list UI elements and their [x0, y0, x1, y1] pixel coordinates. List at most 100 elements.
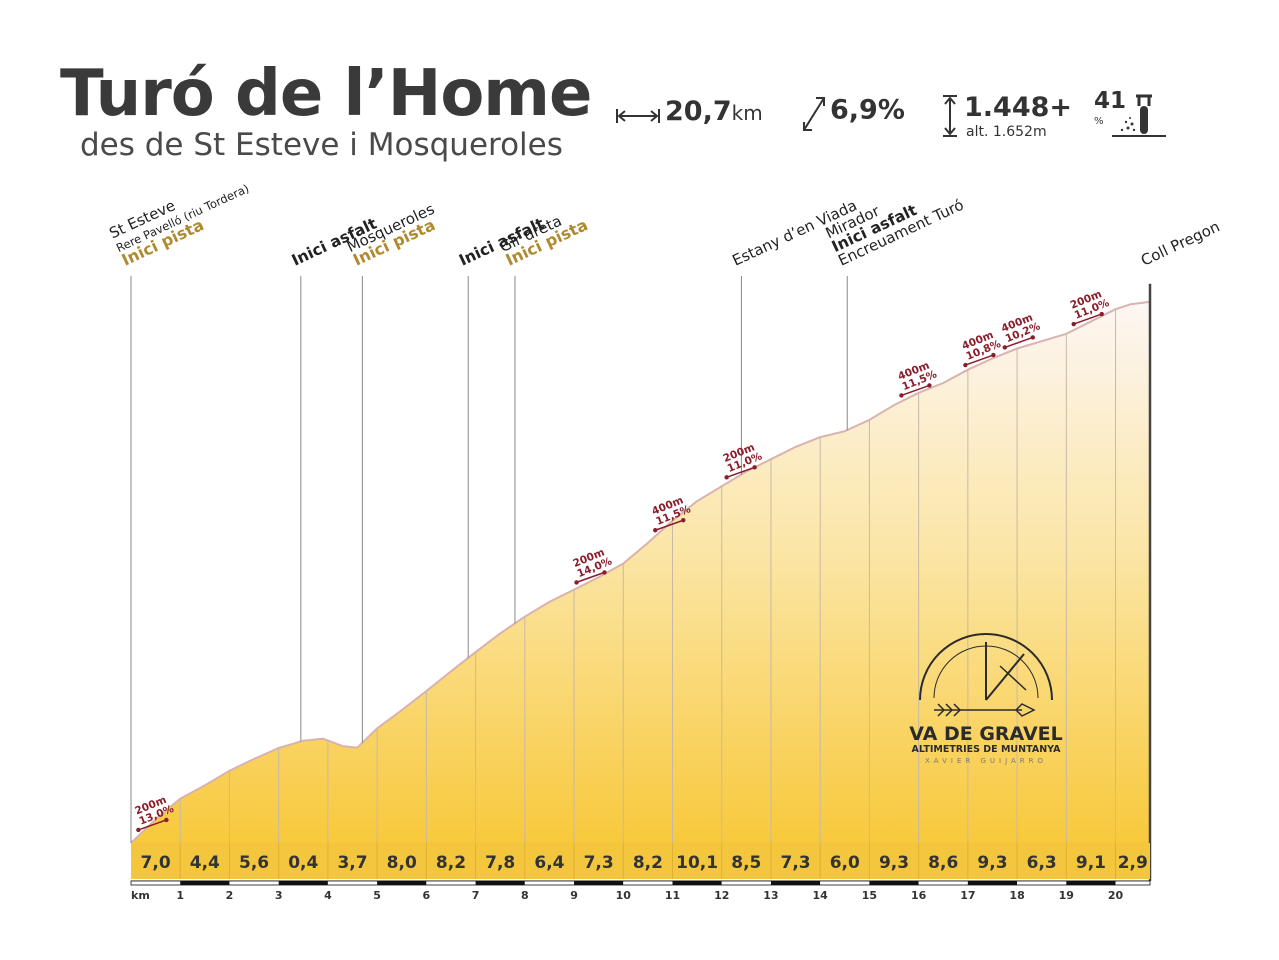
- x-axis-label: km: [131, 889, 150, 902]
- x-tick-label: 13: [763, 889, 778, 902]
- km-ribbon-segment: [524, 881, 575, 885]
- avg-gradient-value: 6,9%: [830, 94, 905, 126]
- distance-value: 20,7: [665, 96, 732, 127]
- distance-stat: 20,7km: [615, 96, 763, 127]
- chart-title: Turó de l’Home: [60, 57, 592, 131]
- x-tick-label: 12: [714, 889, 729, 902]
- segment-gradient-label: 8,2: [633, 853, 663, 873]
- steep-segment-bar: [726, 466, 755, 479]
- steep-segment-dot: [724, 475, 729, 480]
- segment-gradient-label: 7,3: [584, 853, 614, 873]
- km-ribbon-segment: [377, 881, 427, 885]
- steep-segment-dot: [963, 362, 968, 368]
- segment-gradient-label: 9,3: [879, 853, 909, 873]
- segment-gradient-label: 3,7: [337, 853, 367, 873]
- steep-segment-bar: [576, 571, 605, 584]
- segment-gradient-label: 7,0: [141, 853, 171, 873]
- segment-gradient-label: 8,0: [387, 853, 417, 873]
- x-tick-label: 6: [423, 889, 431, 902]
- x-tick-label: 18: [1009, 889, 1024, 902]
- max-altitude: alt. 1.652m: [966, 124, 1047, 140]
- steep-segment-bar: [1073, 313, 1102, 325]
- segment-gradient-label: 8,2: [436, 853, 466, 873]
- profile-area: [131, 301, 1150, 843]
- steep-segment-dot: [752, 465, 757, 470]
- waypoint-label: Coll Pregon: [1138, 217, 1222, 269]
- horizontal-arrow-icon: [616, 108, 660, 123]
- km-ribbon-segment: [131, 881, 181, 885]
- x-tick-label: 3: [275, 889, 283, 902]
- steep-segment-dot: [136, 827, 141, 833]
- km-ribbon-segment: [967, 881, 1018, 885]
- km-ribbon-segment: [1066, 881, 1116, 885]
- profile-line: [130, 300, 1151, 844]
- km-ribbon-segment: [672, 881, 722, 885]
- steep-segment-bar: [655, 519, 684, 531]
- km-ribbon-segment: [820, 881, 870, 885]
- steep-segment-dot: [1002, 345, 1007, 350]
- steep-segment-dot: [1030, 335, 1035, 340]
- x-tick-label: 2: [226, 889, 234, 902]
- x-tick-label: 20: [1108, 889, 1124, 902]
- km-ribbon-segment: [869, 881, 919, 885]
- logo-author: XAVIER GUIJARRO: [925, 757, 1047, 765]
- segment-gradient-label: 9,3: [977, 853, 1007, 873]
- segment-gradient-label: 0,4: [288, 853, 318, 873]
- km-ribbon-segment: [623, 881, 673, 885]
- x-tick-label: 7: [472, 889, 480, 902]
- x-tick-label: 19: [1059, 889, 1074, 902]
- x-tick-label: 5: [373, 889, 381, 902]
- km-ribbon-segment: [327, 881, 378, 885]
- va-de-gravel-logo: VA DE GRAVEL ALTIMETRIES DE MUNTANYA XAV…: [909, 633, 1063, 765]
- steep-segment-dot: [991, 352, 996, 358]
- x-tick-label: 4: [324, 889, 332, 902]
- km-ribbon-segment: [180, 881, 230, 885]
- steep-segment-bar: [965, 354, 994, 366]
- km-ribbon-segment: [721, 881, 771, 885]
- segment-gradient-label: 7,8: [485, 853, 515, 873]
- x-tick-label: 9: [570, 889, 578, 902]
- segment-gradient-label: 10,1: [676, 853, 718, 873]
- steep-segment-dot: [1071, 321, 1076, 327]
- elevation-gain-value: 1.448+: [964, 92, 1073, 123]
- waypoint-text: Coll Pregon: [1138, 217, 1222, 269]
- x-tick-label: 1: [176, 889, 184, 902]
- km-ribbon-border: [130, 880, 1151, 886]
- x-tick-label: 14: [813, 889, 829, 902]
- logo-name: VA DE GRAVEL: [909, 723, 1063, 745]
- km-ribbon-segment: [770, 881, 821, 885]
- segment-gradient-label: 6,4: [534, 853, 564, 873]
- x-tick-label: 16: [911, 889, 927, 902]
- segment-gradient-label: 6,0: [830, 853, 860, 873]
- difficulty-value: 41: [1094, 88, 1127, 114]
- gradient-band: [131, 843, 1150, 879]
- distance-unit: km: [731, 101, 763, 125]
- x-tick-label: 8: [521, 889, 529, 902]
- segment-gradient-label: 5,6: [239, 853, 269, 873]
- cyclist-climb-icon: [1112, 94, 1166, 137]
- km-ribbon-segment: [475, 881, 525, 885]
- km-ribbon-segment: [229, 881, 279, 885]
- steep-segment-dot: [602, 570, 607, 575]
- steep-segment-dot: [927, 383, 932, 388]
- segment-gradient-label: 8,6: [928, 853, 958, 873]
- steep-segment-bar: [901, 384, 930, 397]
- steep-segment-bar: [1004, 336, 1034, 349]
- segment-gradient-label: 4,4: [190, 853, 220, 873]
- x-tick-label: 17: [960, 889, 975, 902]
- difficulty-symbol: %: [1094, 116, 1104, 127]
- diagonal-arrow-icon: [803, 97, 825, 131]
- gradient-stat: 6,9%: [798, 92, 905, 136]
- km-ribbon-segment: [918, 881, 968, 885]
- segment-gradient-label: 6,3: [1027, 853, 1057, 873]
- steep-segment-bar: [138, 819, 167, 831]
- km-ribbon-segment: [574, 881, 624, 885]
- segment-gradient-label: 7,3: [781, 853, 811, 873]
- steep-segment-dot: [899, 393, 904, 398]
- km-ribbon-segment: [1017, 881, 1067, 885]
